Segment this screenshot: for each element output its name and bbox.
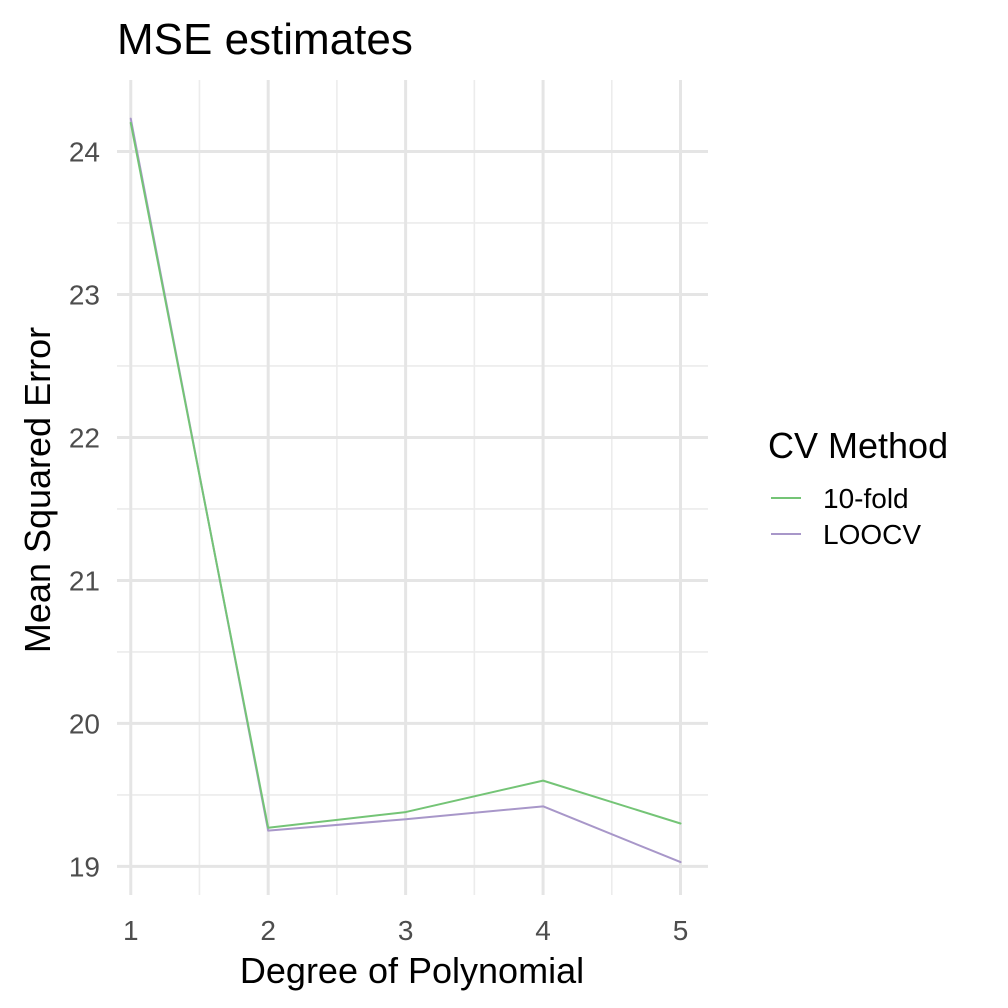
legend-label-loocv: LOOCV bbox=[823, 519, 921, 550]
series-line-10-fold bbox=[129, 121, 682, 829]
chart-title: MSE estimates bbox=[117, 15, 413, 64]
series-group bbox=[129, 117, 682, 864]
y-tick-labels: 19 20 21 22 23 24 bbox=[69, 136, 100, 882]
y-tick-label: 22 bbox=[69, 422, 100, 453]
x-tick-label: 3 bbox=[398, 915, 414, 946]
y-tick-label: 24 bbox=[69, 136, 100, 167]
y-tick-label: 23 bbox=[69, 279, 100, 310]
x-tick-label: 5 bbox=[673, 915, 689, 946]
legend-label-10-fold: 10-fold bbox=[823, 483, 909, 514]
y-axis-title: Mean Squared Error bbox=[17, 327, 58, 653]
y-tick-label: 19 bbox=[69, 851, 100, 882]
grid bbox=[117, 80, 708, 895]
x-tick-label: 2 bbox=[260, 915, 276, 946]
legend-title: CV Method bbox=[768, 425, 948, 466]
legend: CV Method 10-fold LOOCV bbox=[768, 425, 948, 550]
x-tick-label: 1 bbox=[123, 915, 139, 946]
x-tick-label: 4 bbox=[535, 915, 551, 946]
x-axis-title: Degree of Polynomial bbox=[240, 950, 584, 991]
y-tick-label: 20 bbox=[69, 708, 100, 739]
x-tick-labels: 1 2 3 4 5 bbox=[123, 915, 688, 946]
y-tick-label: 21 bbox=[69, 565, 100, 596]
